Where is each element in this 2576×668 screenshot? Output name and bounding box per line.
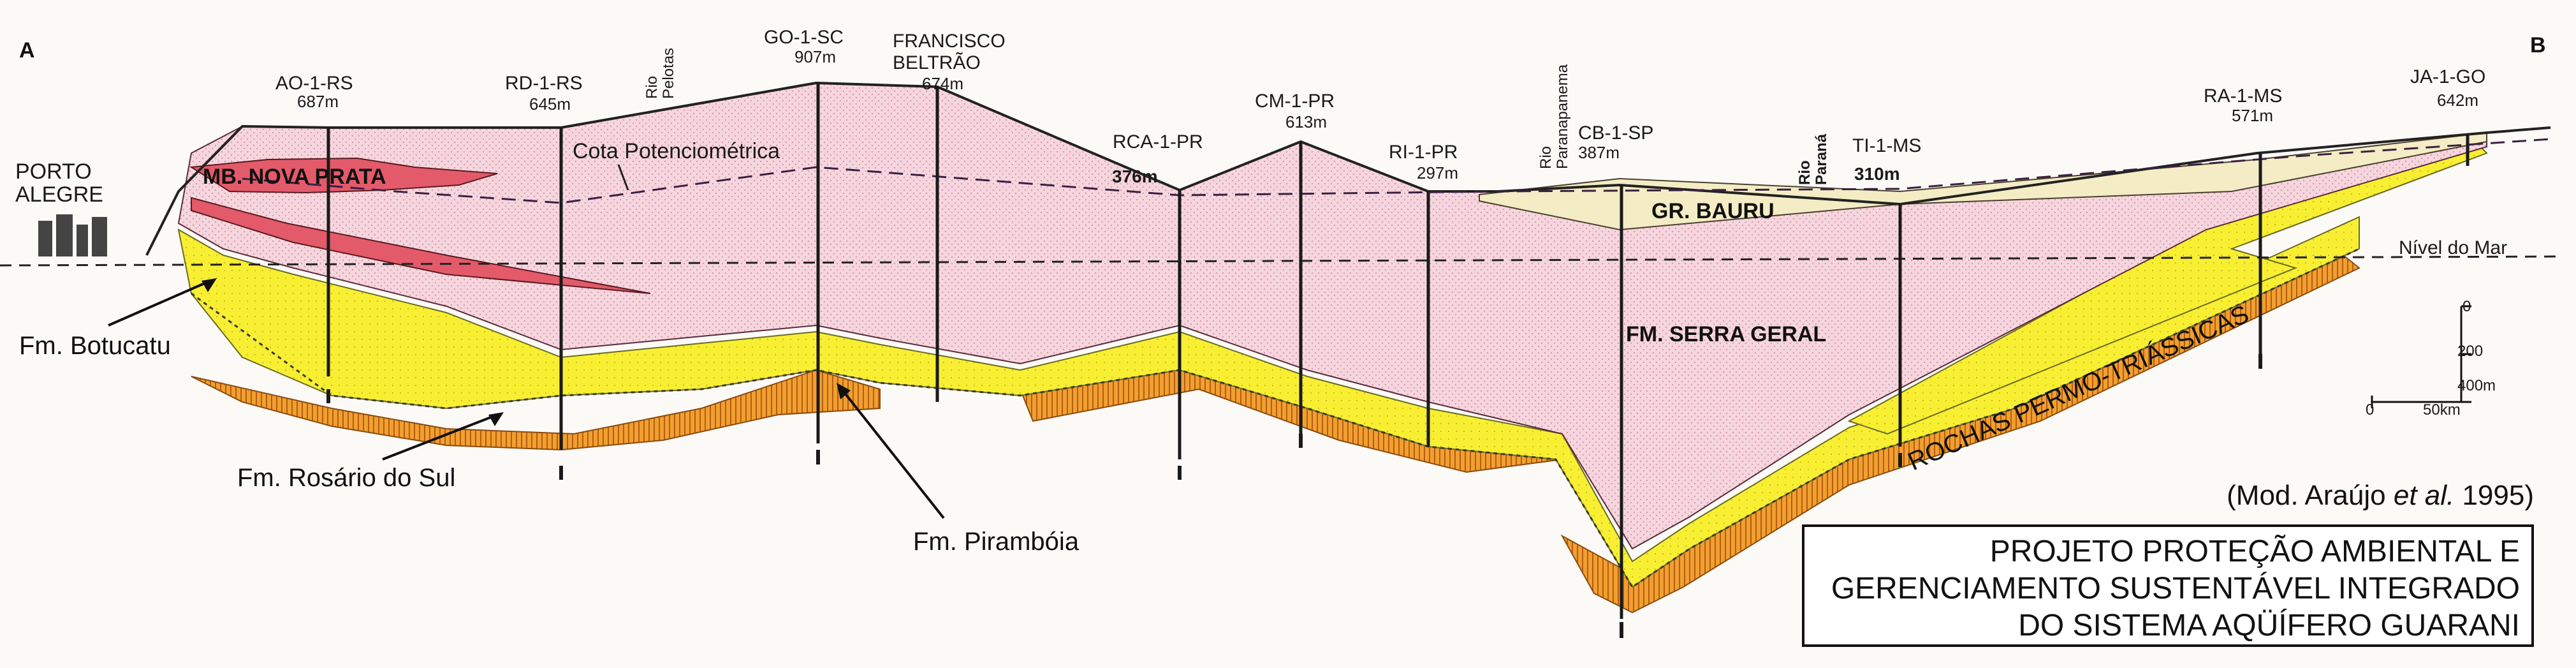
piramboia-arrow: [840, 388, 945, 519]
well-elevation: 687m: [297, 92, 339, 111]
cota-leader: [617, 164, 629, 191]
botucatu-arrow: [108, 279, 211, 327]
well-elevation: 387m: [1578, 143, 1620, 162]
piramboia-label: Fm. Pirambóia: [913, 528, 1079, 556]
well-label: CM-1-PR: [1255, 91, 1335, 112]
well-label: JA-1-GO: [2410, 66, 2485, 87]
bauru-group: [1479, 131, 2487, 231]
svg-text:Rio: Rio: [1796, 160, 1813, 185]
well-label: GO-1-SC: [764, 27, 844, 48]
well-label: RA-1-MS: [2204, 85, 2282, 107]
svg-text:Rio: Rio: [643, 76, 661, 99]
svg-text:Paraná: Paraná: [1813, 133, 1830, 185]
rosario-arrow: [382, 413, 498, 461]
title-line-2: GERENCIAMENTO SUSTENTÁVEL INTEGRADO: [1831, 572, 2520, 605]
sea-level-line: [0, 255, 2564, 267]
well-label: RCA-1-PR: [1113, 131, 1203, 152]
well-elevation: 376m: [1112, 167, 1158, 186]
scale-bar: [2371, 305, 2471, 408]
bauru-label: GR. BAURU: [1651, 199, 1775, 223]
title-line-1: PROJETO PROTEÇÃO AMBIENTAL E: [1989, 535, 2520, 568]
porto-alegre-city-icon: [38, 214, 107, 256]
well-elevation: 907m: [794, 47, 836, 66]
botucatu-arrowhead: [201, 278, 217, 292]
svg-text:Rio: Rio: [1537, 146, 1555, 169]
svg-text:Pelotas: Pelotas: [660, 48, 677, 99]
well-label: TI-1-MS: [1852, 135, 1921, 156]
scale-v200: 200: [2457, 343, 2483, 360]
river-paranapanema-label: Rio Paranapanema: [1537, 64, 1571, 169]
credit-line: (Mod. Araújo et al. 1995): [2227, 480, 2534, 511]
well-elevation: 571m: [2232, 106, 2273, 125]
well-elevation: 297m: [1417, 163, 1458, 182]
well-elevation: 645m: [529, 94, 571, 114]
scale-h50: 50km: [2423, 401, 2461, 419]
rosario-label: Fm. Rosário do Sul: [237, 464, 455, 492]
well-label: CB-1-SP: [1578, 122, 1653, 144]
nova-prata-member: [189, 157, 498, 194]
well-elevation: 642m: [2437, 91, 2478, 110]
well-label-2: BELTRÃO: [893, 52, 981, 73]
cota-potenciometrica-label: Cota Potenciométrica: [573, 139, 780, 163]
city-label: ALEGRE: [15, 182, 103, 207]
topographic-surface: [145, 81, 2551, 256]
section-end-letter: B: [2530, 33, 2546, 57]
title-line-3: DO SISTEMA AQÜÍFERO GUARANI: [2018, 609, 2520, 642]
section-start-letter: A: [19, 38, 35, 63]
nivel-mar-label: Nível do Mar: [2399, 237, 2507, 258]
well-label: RD-1-RS: [505, 73, 583, 94]
wells: [326, 83, 2470, 619]
well-elevation: 674m: [922, 74, 963, 93]
piramboia-arrowhead: [837, 383, 851, 399]
well-label: RI-1-PR: [1389, 142, 1458, 163]
river-pelotas-label: Rio Pelotas: [643, 48, 677, 99]
well-tick-marks: [326, 354, 2262, 638]
well-label: FRANCISCO: [893, 31, 1006, 52]
scale-v400: 400m: [2457, 377, 2496, 394]
city-label: PORTO: [15, 160, 92, 184]
well-elevation: 310m: [1854, 164, 1900, 184]
rosario-arrowhead: [488, 412, 504, 426]
well-elevation: 613m: [1285, 112, 1327, 131]
svg-text:Paranapanema: Paranapanema: [1554, 64, 1571, 169]
project-title-box: PROJETO PROTEÇÃO AMBIENTAL E GERENCIAMEN…: [1802, 524, 2534, 647]
river-parana-label: Rio Paraná: [1796, 133, 1830, 185]
botucatu-label: Fm. Botucatu: [19, 332, 171, 360]
nova-prata-label: MB. NOVA PRATA: [203, 165, 386, 189]
scale-h0: 0: [2366, 401, 2374, 419]
well-label: AO-1-RS: [275, 73, 353, 94]
scale-v0: 0: [2463, 298, 2471, 315]
piramboia-rosario-unit: [191, 369, 881, 451]
serra-geral-label: FM. SERRA GERAL: [1626, 322, 1826, 346]
nova-prata-tongue: [191, 197, 651, 294]
